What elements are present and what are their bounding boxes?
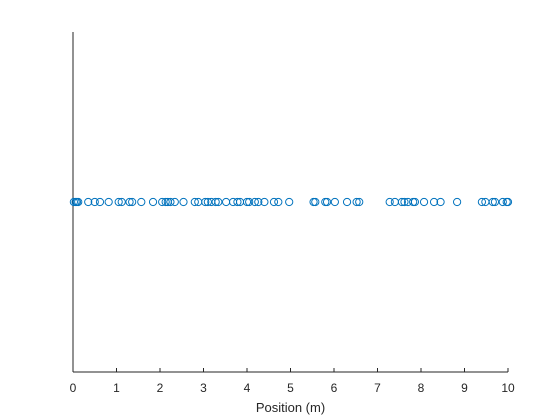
data-point — [285, 197, 294, 207]
data-point — [222, 197, 231, 207]
x-tick-label: 10 — [501, 381, 515, 395]
data-point — [352, 197, 361, 207]
data-point — [90, 197, 99, 207]
data-point — [201, 197, 210, 207]
data-point — [311, 197, 320, 207]
x-tick-label: 0 — [70, 381, 77, 395]
data-point — [190, 197, 199, 207]
data-points — [69, 197, 513, 207]
data-point — [254, 197, 263, 207]
data-point — [490, 197, 500, 207]
data-point — [390, 197, 399, 207]
data-point — [250, 197, 259, 207]
data-point — [355, 197, 364, 207]
data-point — [409, 197, 418, 207]
x-ticks: 0 1 2 3 4 5 6 7 8 9 10 — [70, 368, 515, 395]
data-point — [128, 197, 137, 207]
data-point — [158, 197, 167, 207]
x-tick-label: 2 — [157, 381, 164, 395]
x-tick-label: 7 — [374, 381, 381, 395]
data-point — [342, 197, 352, 207]
data-point — [233, 197, 242, 207]
x-tick-label: 1 — [113, 381, 120, 395]
data-point — [477, 197, 486, 207]
data-point — [269, 197, 279, 207]
data-point — [74, 197, 83, 207]
data-point — [179, 197, 188, 207]
x-tick-label: 3 — [200, 381, 207, 395]
data-point — [400, 197, 409, 207]
data-point — [274, 197, 283, 207]
data-point — [429, 197, 439, 207]
data-point — [322, 197, 332, 207]
data-point — [166, 197, 175, 207]
data-point — [125, 197, 134, 207]
data-point — [214, 197, 223, 207]
data-point — [211, 197, 220, 207]
axes — [72, 32, 508, 373]
data-point — [397, 197, 406, 207]
data-point — [503, 197, 513, 207]
data-point — [419, 197, 429, 207]
data-point — [330, 197, 339, 207]
data-point — [161, 197, 170, 207]
data-point — [245, 197, 254, 207]
x-tick-label: 5 — [287, 381, 294, 395]
data-point — [148, 197, 158, 207]
x-tick-label: 8 — [418, 381, 425, 395]
data-point — [488, 197, 497, 207]
x-tick-label: 9 — [461, 381, 468, 395]
data-point — [321, 197, 330, 207]
data-point — [385, 197, 394, 207]
data-point — [453, 197, 462, 207]
data-point — [203, 197, 212, 207]
data-point — [104, 197, 113, 207]
data-point — [137, 197, 146, 207]
data-point — [436, 197, 445, 207]
data-point — [117, 197, 126, 207]
data-point — [170, 197, 179, 207]
data-point — [84, 197, 93, 207]
data-point — [410, 197, 420, 207]
x-tick-label: 4 — [244, 381, 251, 395]
data-point — [309, 197, 318, 207]
x-tick-label: 6 — [331, 381, 338, 395]
data-point — [260, 197, 269, 207]
x-axis-label: Position (m) — [256, 400, 325, 415]
data-point — [242, 197, 252, 207]
data-point — [114, 197, 123, 207]
data-point — [498, 197, 507, 207]
data-point — [95, 197, 105, 207]
